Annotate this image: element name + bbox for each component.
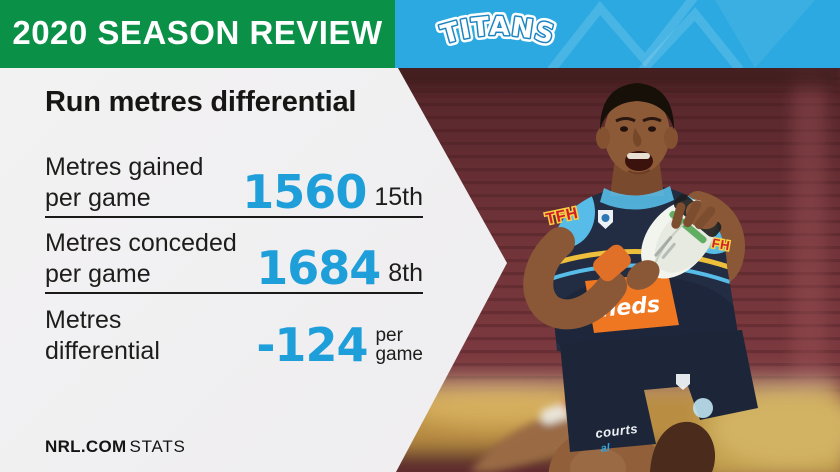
stats-table: Metres gained per game 1560 15th Metres … bbox=[45, 144, 423, 369]
stat-row-metres-gained: Metres gained per game 1560 15th bbox=[45, 144, 423, 218]
stat-row-metres-differential: Metres differential -124 per game bbox=[45, 294, 423, 369]
brand-bold: NRL.COM bbox=[45, 437, 127, 456]
player-shorts: courts al bbox=[560, 330, 758, 455]
player-figure: neds TFH TFH courts al bbox=[523, 83, 758, 472]
shorts-sponsor-text: courts bbox=[595, 421, 639, 441]
svg-text:TITANS: TITANS bbox=[438, 12, 558, 51]
player-head bbox=[596, 83, 678, 175]
stat-value: -124 bbox=[256, 318, 368, 372]
player-fingers bbox=[671, 200, 716, 230]
season-banner: 2020 SEASON REVIEW bbox=[0, 0, 395, 68]
player-knee bbox=[650, 421, 716, 472]
stat-unit: per game bbox=[375, 325, 423, 365]
stat-label: Metres differential bbox=[45, 306, 160, 365]
stat-label: Metres conceded per game bbox=[45, 229, 237, 288]
titans-logo: TITANS TITANS bbox=[434, 8, 561, 55]
wrist-tape bbox=[593, 244, 631, 282]
nrl-chest-badge bbox=[598, 210, 613, 229]
team-watermark-icon bbox=[547, 0, 815, 68]
stat-label: Metres gained per game bbox=[45, 153, 204, 212]
stat-rank: 8th bbox=[388, 259, 423, 287]
nrl-stats-brand: NRL.COM STATS bbox=[45, 437, 186, 457]
stat-value: 1560 bbox=[242, 165, 367, 219]
team-banner: TITANS TITANS bbox=[395, 0, 840, 68]
player-front-arm bbox=[523, 227, 627, 330]
stat-rank: 15th bbox=[374, 183, 423, 211]
player-thigh bbox=[548, 427, 672, 472]
page-title: Run metres differential bbox=[45, 86, 357, 118]
stat-value: 1684 bbox=[256, 241, 381, 295]
shorts-sponsor-text-2: al bbox=[600, 442, 612, 455]
stat-row-metres-conceded: Metres conceded per game 1684 8th bbox=[45, 218, 423, 294]
brand-light: STATS bbox=[129, 437, 186, 456]
stats-panel: Run metres differential Metres gained pe… bbox=[0, 68, 507, 472]
season-banner-title: 2020 SEASON REVIEW bbox=[12, 14, 383, 51]
